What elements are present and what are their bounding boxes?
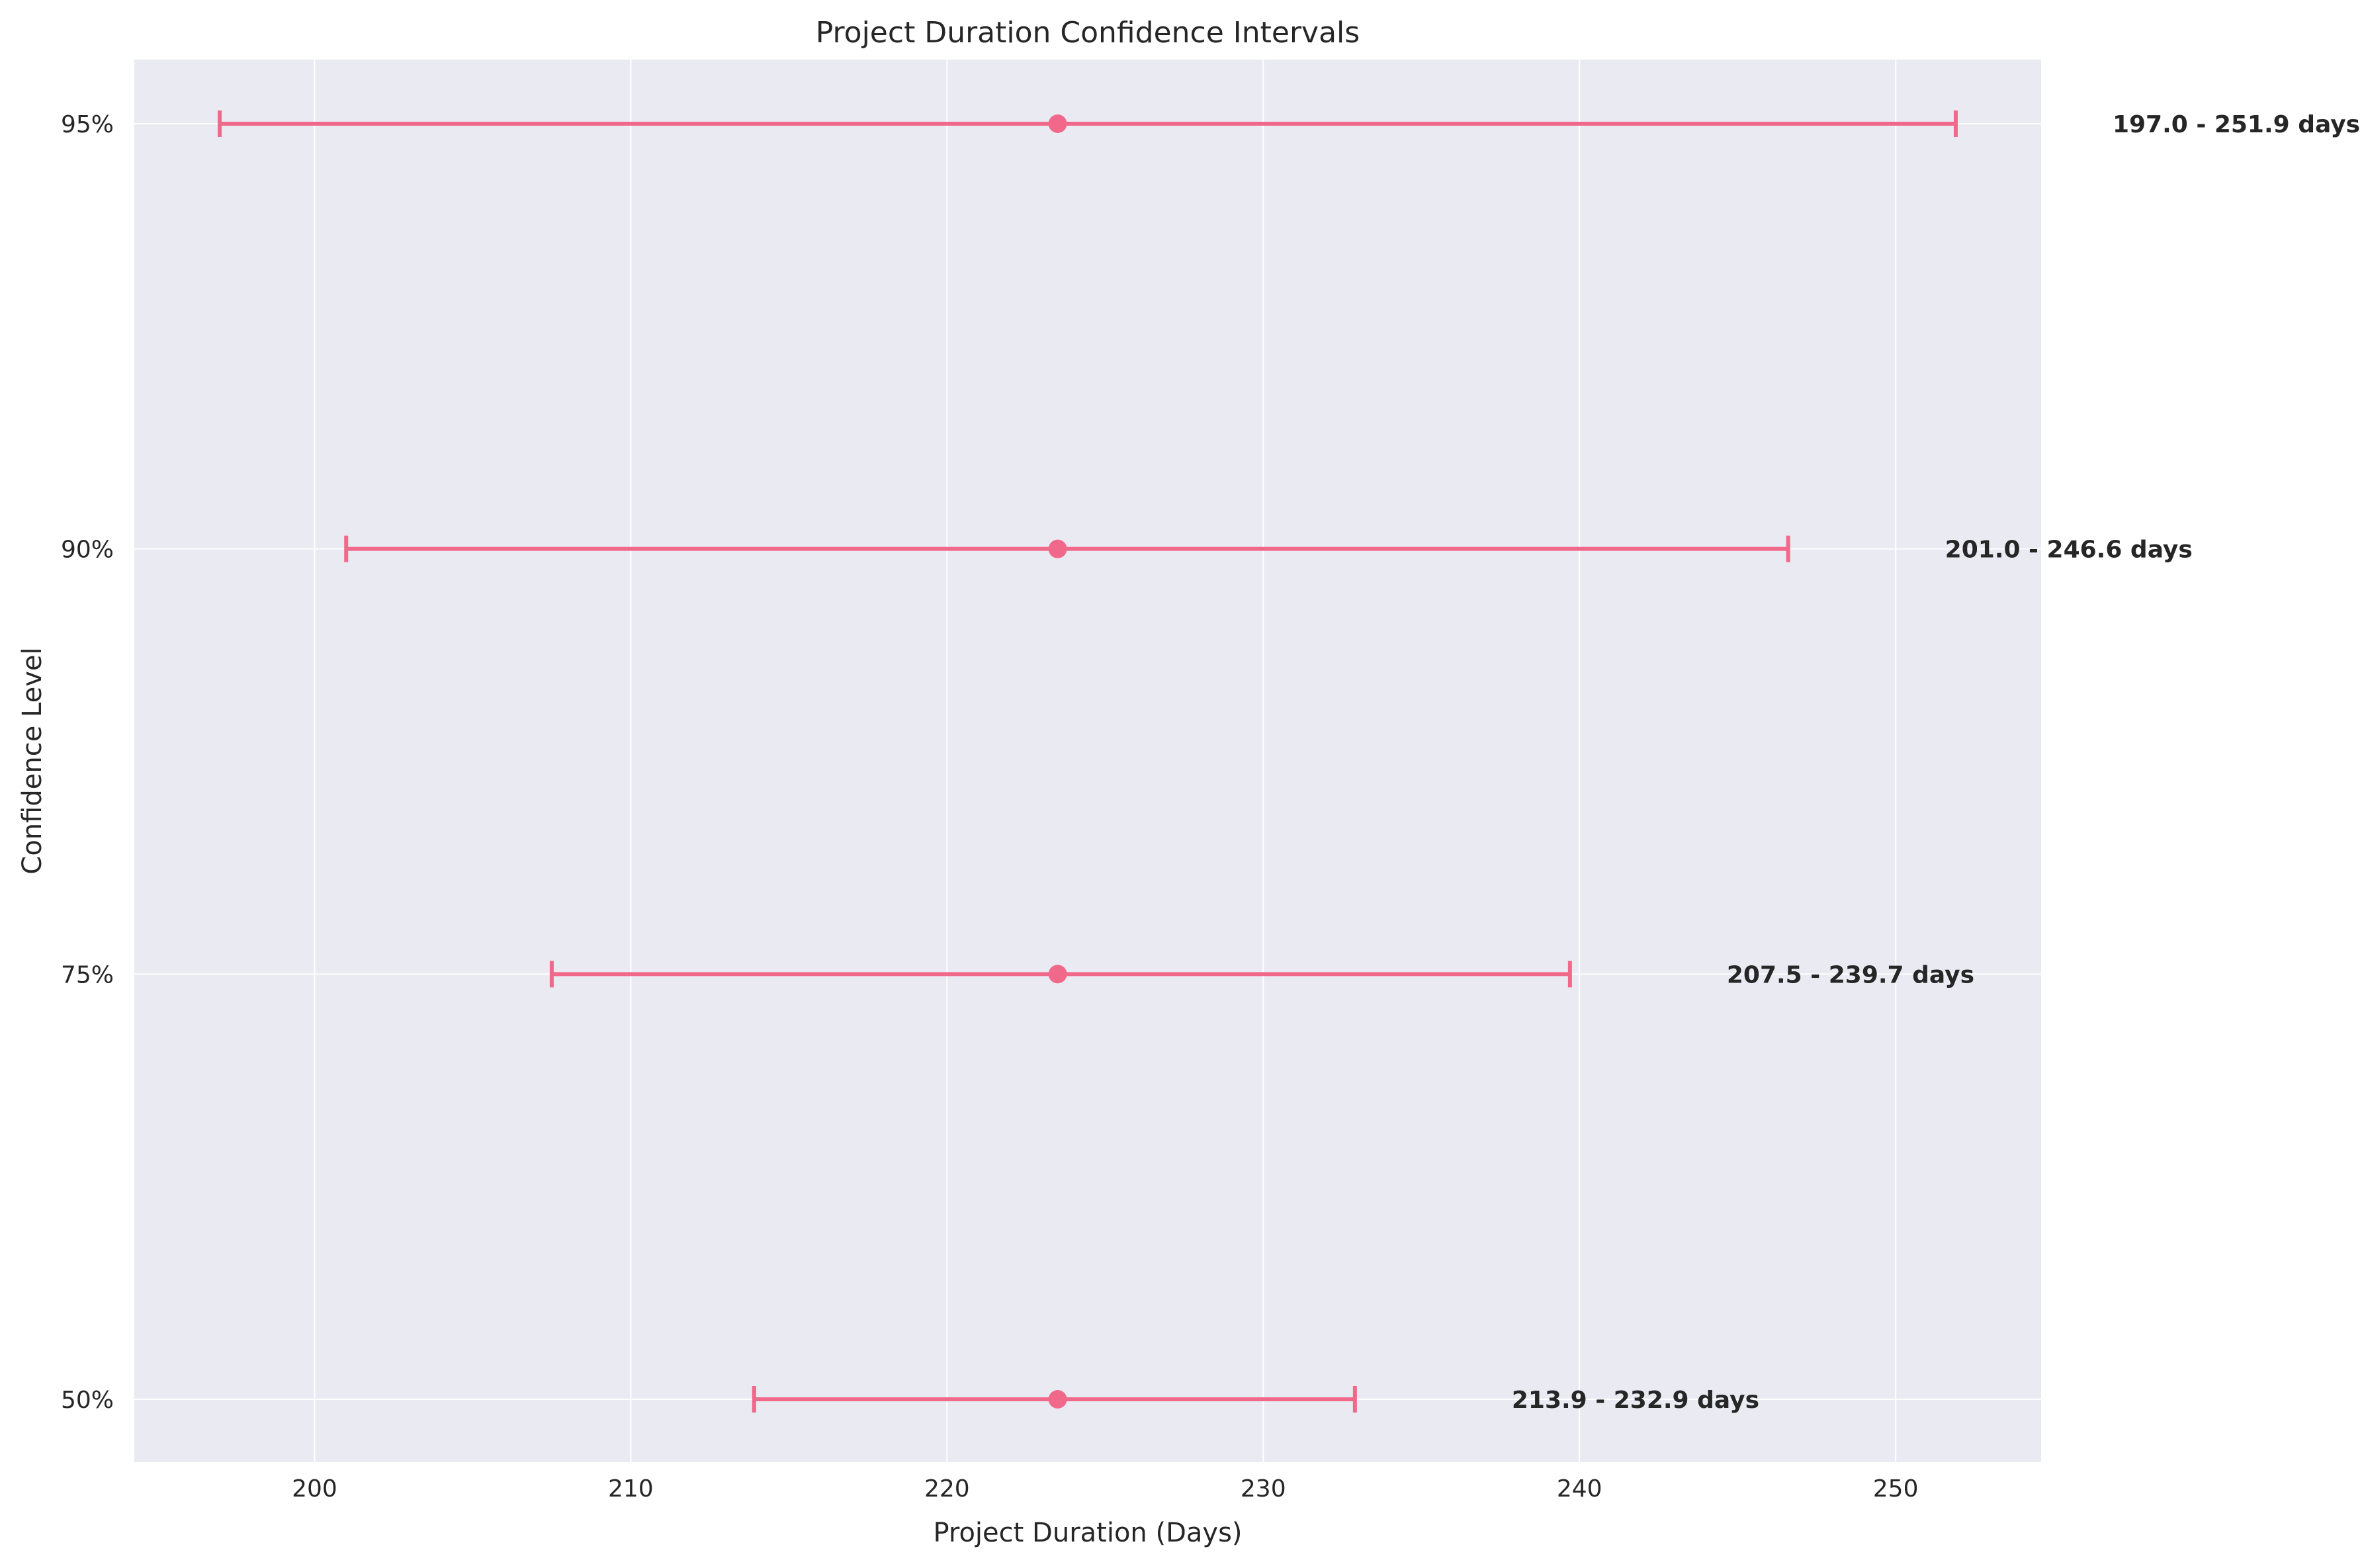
x-tick-label: 240	[1557, 1475, 1602, 1503]
interval-center-point	[1048, 1390, 1067, 1409]
y-tick-label: 75%	[61, 961, 114, 988]
y-tick-label: 50%	[61, 1387, 114, 1414]
interval-center-point	[1048, 965, 1067, 984]
interval-annotation: 197.0 - 251.9 days	[2113, 111, 2360, 138]
x-tick-label: 200	[292, 1475, 337, 1503]
y-axis-label: Confidence Level	[17, 647, 48, 874]
y-tick-label: 90%	[61, 537, 114, 564]
interval-annotation: 207.5 - 239.7 days	[1727, 961, 1974, 988]
chart-title: Project Duration Confidence Intervals	[816, 16, 1360, 50]
x-axis-ticks: 200 210 220 230 240 250	[292, 1475, 1918, 1503]
plot-area	[134, 60, 2041, 1462]
x-tick-label: 220	[924, 1475, 970, 1503]
y-axis-ticks: 50% 75% 90% 95%	[61, 111, 114, 1414]
x-tick-label: 210	[608, 1475, 654, 1503]
x-axis-label: Project Duration (Days)	[933, 1518, 1242, 1548]
y-tick-label: 95%	[61, 111, 114, 138]
interval-center-point	[1048, 114, 1067, 133]
interval-annotation: 213.9 - 232.9 days	[1512, 1387, 1759, 1414]
interval-center-point	[1048, 539, 1067, 558]
interval-series	[218, 110, 1958, 1413]
interval-annotation: 201.0 - 246.6 days	[1945, 537, 2193, 564]
interval-annotations: 213.9 - 232.9 days 207.5 - 239.7 days 201.…	[1512, 111, 2360, 1414]
x-tick-label: 230	[1241, 1475, 1286, 1503]
x-tick-label: 250	[1873, 1475, 1919, 1503]
